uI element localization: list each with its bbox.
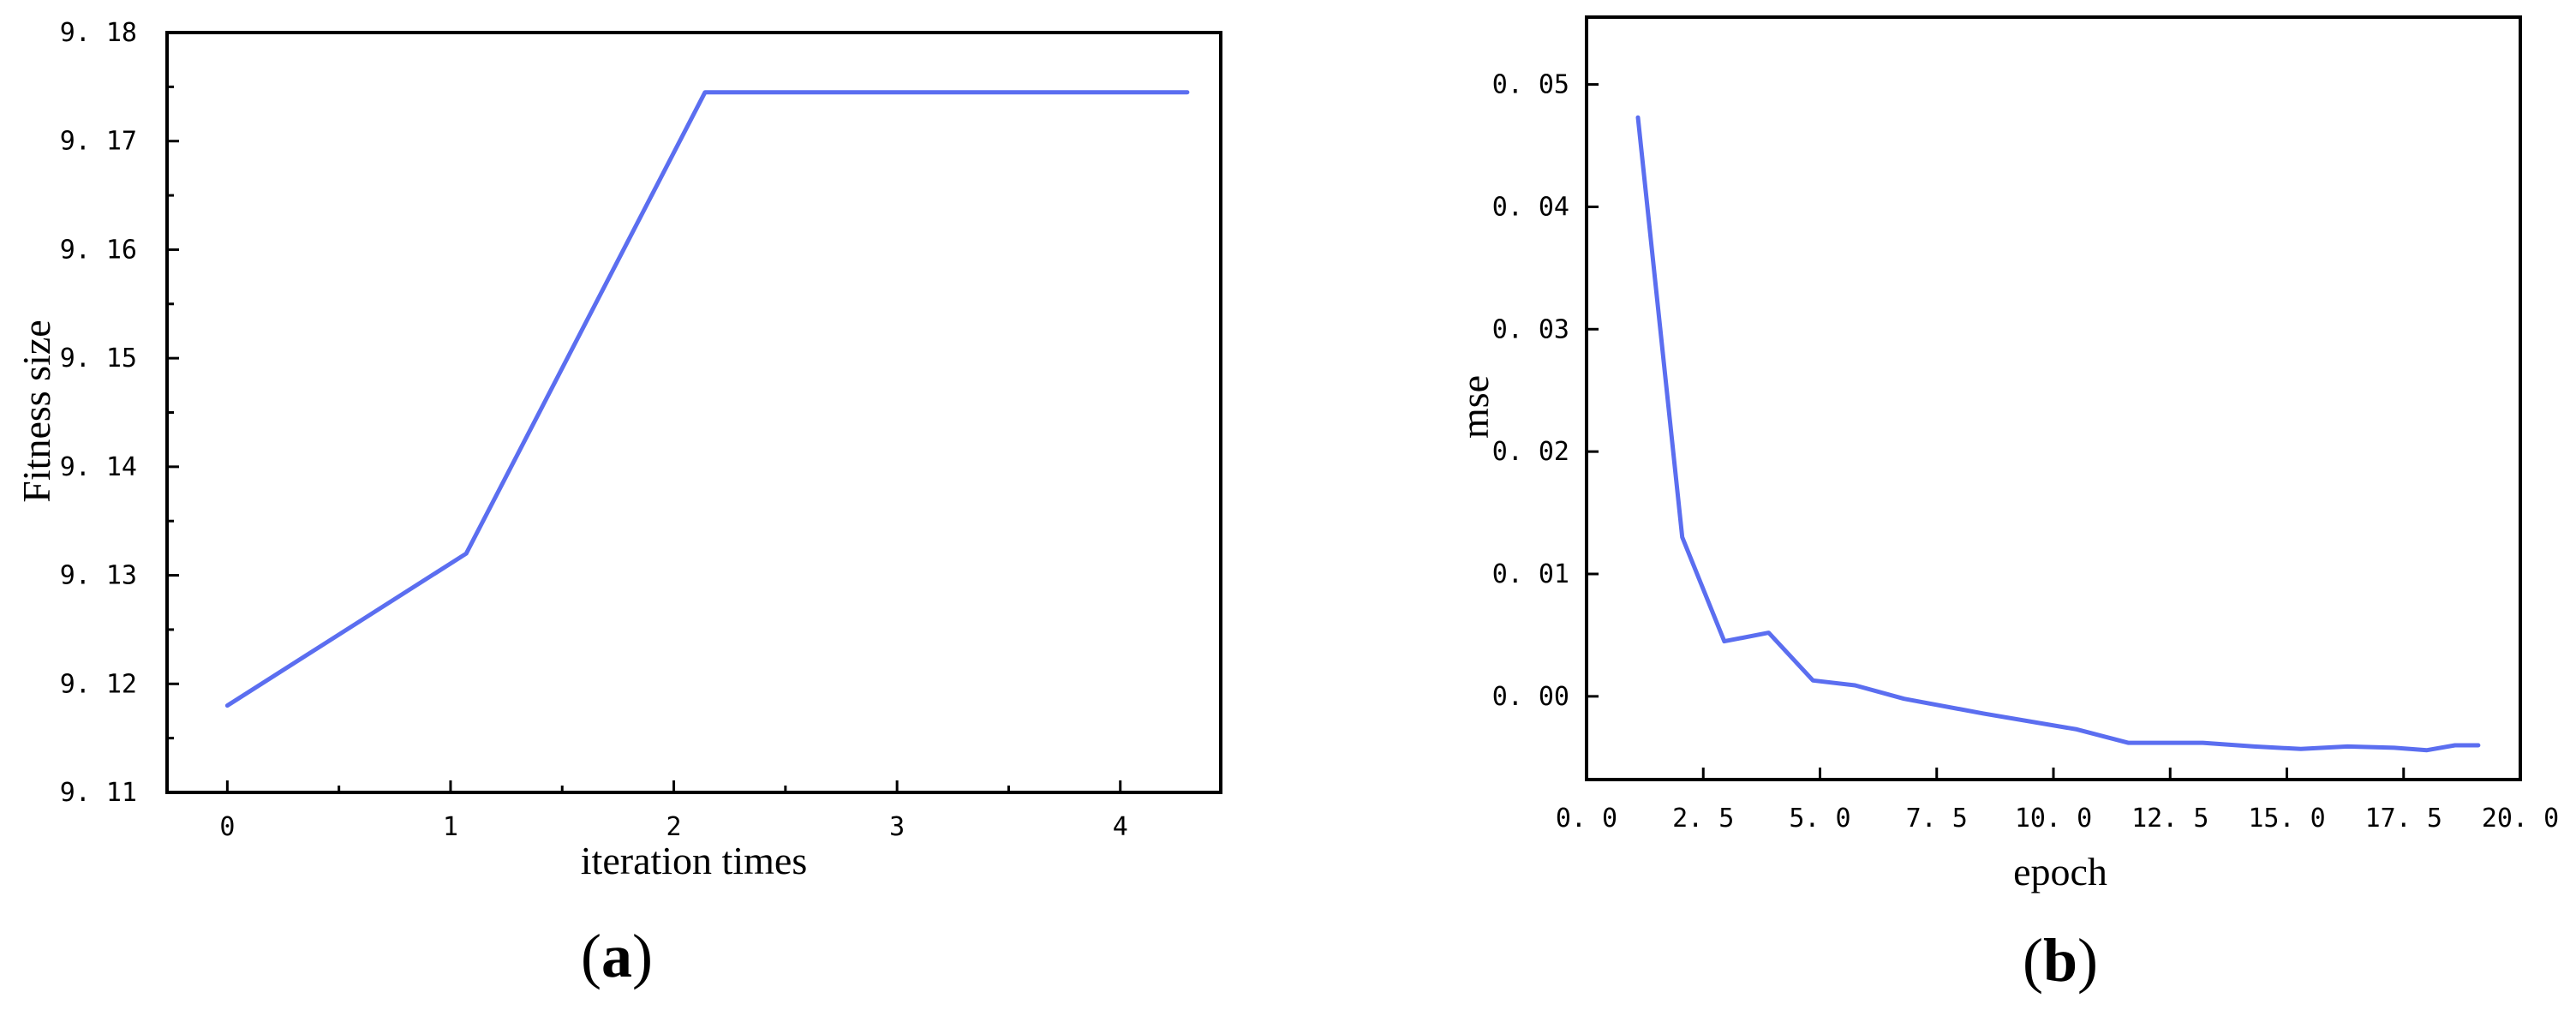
y-tick-label-a: 9. 12	[60, 669, 137, 699]
x-tick-label-a: 3	[889, 812, 905, 842]
x-tick-label-b: 17. 5	[2365, 804, 2442, 834]
x-tick-label-b: 7. 5	[1906, 804, 1968, 834]
y-tick-label-a: 9. 13	[60, 561, 137, 591]
x-tick-label-a: 4	[1113, 812, 1128, 842]
x-tick-label-b: 12. 5	[2131, 804, 2208, 834]
plot-frame-a	[165, 31, 1222, 794]
x-tick-label-a: 2	[666, 812, 682, 842]
axis-ticks-b: 0. 0 2. 5 5. 0 7. 5 10. 0 12. 5 15. 0 17. 5 20. …	[1492, 70, 2559, 834]
y-tick-label-b: 0. 05	[1492, 70, 1569, 100]
y-tick-label-a: 9. 17	[60, 127, 137, 157]
plot-frame-b	[1585, 15, 2522, 781]
chart-panel-b: 0. 0 2. 5 5. 0 7. 5 10. 0 12. 5 15. 0 17. 5 20. …	[1453, 15, 2559, 995]
x-tick-label-a: 1	[443, 812, 458, 842]
series-line-b	[1635, 115, 2481, 753]
y-tick-label-a: 9. 15	[60, 344, 137, 374]
series-line-a	[224, 90, 1190, 708]
panel-letter-a: a	[601, 922, 632, 990]
x-axis-title-a: iteration times	[581, 839, 807, 882]
chart-panel-a: 0 1 2 3 4 9. 11 9. 12 9. 13 9. 14 9. 15 9. 16 9. 17…	[15, 18, 1222, 990]
x-tick-label-b: 20. 0	[2482, 804, 2559, 834]
y-axis-title-b: mse	[1453, 375, 1497, 439]
y-tick-label-a: 9. 14	[60, 452, 137, 482]
y-tick-label-b: 0. 01	[1492, 559, 1569, 589]
y-tick-label-a: 9. 11	[60, 778, 137, 808]
axis-ticks-a: 0 1 2 3 4 9. 11 9. 12 9. 13 9. 14 9. 15 9. 16 9. 17…	[60, 18, 1128, 842]
panel-label-a: (a)	[581, 922, 653, 990]
y-tick-label-b: 0. 02	[1492, 437, 1569, 467]
x-tick-label-a: 0	[219, 812, 235, 842]
x-axis-title-b: epoch	[2013, 850, 2107, 893]
panel-letter-b: b	[2043, 926, 2077, 995]
x-tick-label-b: 0. 0	[1556, 804, 1617, 834]
y-tick-label-a: 9. 18	[60, 18, 137, 48]
x-tick-label-b: 2. 5	[1672, 804, 1734, 834]
x-tick-label-b: 10. 0	[2015, 804, 2092, 834]
x-tick-label-b: 5. 0	[1789, 804, 1850, 834]
x-tick-label-b: 15. 0	[2248, 804, 2325, 834]
series-b	[1635, 115, 2481, 753]
y-tick-label-a: 9. 16	[60, 235, 137, 265]
panel-label-b: (b)	[2023, 926, 2098, 995]
y-tick-label-b: 0. 04	[1492, 192, 1569, 222]
y-tick-label-b: 0. 03	[1492, 314, 1569, 344]
y-axis-title-a: Fitness size	[15, 320, 58, 502]
series-a	[224, 90, 1190, 708]
y-tick-label-b: 0. 00	[1492, 682, 1569, 712]
